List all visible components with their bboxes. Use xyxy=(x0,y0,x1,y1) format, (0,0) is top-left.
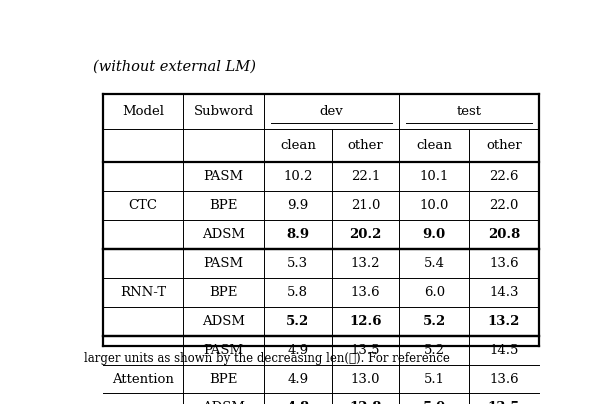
Text: BPE: BPE xyxy=(209,372,238,385)
Text: 6.0: 6.0 xyxy=(424,286,445,299)
Text: 13.6: 13.6 xyxy=(489,372,519,385)
Text: 22.1: 22.1 xyxy=(351,170,380,183)
Text: 5.8: 5.8 xyxy=(288,286,308,299)
Text: 5.2: 5.2 xyxy=(286,315,310,328)
Text: 10.2: 10.2 xyxy=(283,170,313,183)
Text: test: test xyxy=(457,105,482,118)
Text: 13.6: 13.6 xyxy=(489,257,519,270)
Text: Model: Model xyxy=(122,105,164,118)
Text: 5.4: 5.4 xyxy=(424,257,445,270)
Text: 5.2: 5.2 xyxy=(424,343,445,357)
Text: 14.3: 14.3 xyxy=(489,286,519,299)
Text: (without external LM): (without external LM) xyxy=(93,59,256,74)
Text: 20.8: 20.8 xyxy=(488,228,520,241)
Text: 12.6: 12.6 xyxy=(349,315,382,328)
Text: 10.0: 10.0 xyxy=(420,199,449,212)
Text: Subword: Subword xyxy=(193,105,254,118)
Text: 13.5: 13.5 xyxy=(488,402,520,404)
Text: 13.6: 13.6 xyxy=(351,286,380,299)
Text: 5.0: 5.0 xyxy=(423,402,446,404)
Text: BPE: BPE xyxy=(209,199,238,212)
Text: 9.0: 9.0 xyxy=(423,228,446,241)
Text: 12.8: 12.8 xyxy=(349,402,382,404)
Text: CTC: CTC xyxy=(129,199,157,212)
Text: other: other xyxy=(348,139,383,152)
Text: 5.3: 5.3 xyxy=(287,257,308,270)
Text: 21.0: 21.0 xyxy=(351,199,380,212)
Text: 8.9: 8.9 xyxy=(286,228,310,241)
Text: 4.8: 4.8 xyxy=(286,402,310,404)
Text: 5.2: 5.2 xyxy=(423,315,446,328)
Text: BPE: BPE xyxy=(209,286,238,299)
Text: 4.9: 4.9 xyxy=(287,343,308,357)
Text: 22.6: 22.6 xyxy=(489,170,519,183)
Text: PASM: PASM xyxy=(204,170,244,183)
Text: Attention: Attention xyxy=(112,372,174,385)
Text: dev: dev xyxy=(320,105,343,118)
Text: 22.0: 22.0 xyxy=(490,199,519,212)
Text: ADSM: ADSM xyxy=(202,228,245,241)
Text: 13.0: 13.0 xyxy=(351,372,380,385)
Text: 13.2: 13.2 xyxy=(351,257,380,270)
Text: larger units as shown by the decreasing len(⃗). For reference: larger units as shown by the decreasing … xyxy=(84,352,449,365)
Text: PASM: PASM xyxy=(204,343,244,357)
Text: clean: clean xyxy=(416,139,452,152)
Text: RNN-T: RNN-T xyxy=(120,286,166,299)
Text: other: other xyxy=(486,139,522,152)
Text: 13.2: 13.2 xyxy=(488,315,520,328)
Text: 13.5: 13.5 xyxy=(351,343,380,357)
Text: ADSM: ADSM xyxy=(202,315,245,328)
Text: 14.5: 14.5 xyxy=(490,343,519,357)
Text: 20.2: 20.2 xyxy=(349,228,382,241)
Text: ADSM: ADSM xyxy=(202,402,245,404)
Text: 4.9: 4.9 xyxy=(287,372,308,385)
Text: 9.9: 9.9 xyxy=(287,199,308,212)
Text: 5.1: 5.1 xyxy=(424,372,445,385)
Text: PASM: PASM xyxy=(204,257,244,270)
Text: 10.1: 10.1 xyxy=(420,170,449,183)
Text: clean: clean xyxy=(280,139,316,152)
